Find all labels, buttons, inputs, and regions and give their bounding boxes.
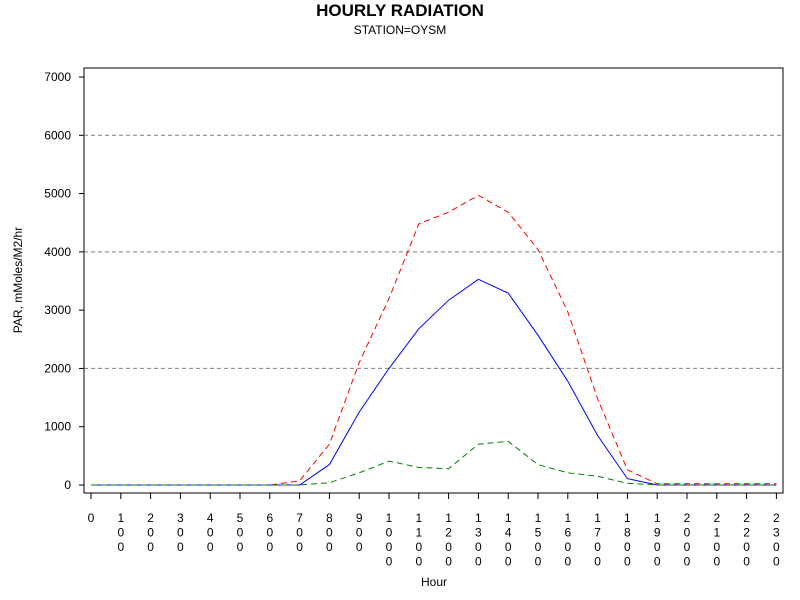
x-axis-label: Hour	[421, 575, 447, 589]
y-axis: 0 1000 2000 3000 4000 5000 6000 7000	[44, 70, 84, 492]
series-line-1	[91, 278, 777, 486]
y-tick-label: 3000	[44, 303, 71, 317]
y-tick-label: 6000	[44, 128, 71, 142]
plot-frame	[83, 67, 784, 494]
grid-lines	[84, 134, 783, 369]
chart-title: HOURLY RADIATION	[316, 1, 484, 20]
series-line-3	[91, 440, 777, 486]
y-tick-label: 1000	[44, 420, 71, 434]
y-tick-label: 0	[64, 478, 71, 492]
series-group	[91, 194, 777, 486]
x-axis: 0 1 0 0 2 0 0 3 0 0 4 0 0 5 0 0 6 0 0 7 0 0 8 0 0 9 0 0 1 0 0 0 1 1 0 0 1 2 0 0…	[88, 493, 780, 569]
y-tick-label: 2000	[44, 361, 71, 375]
series-line-2	[91, 194, 777, 486]
y-axis-label: PAR, mMoles/M2/hr	[11, 227, 25, 333]
y-tick-label: 5000	[44, 187, 71, 201]
y-tick-label: 4000	[44, 245, 71, 259]
y-tick-label: 7000	[44, 70, 71, 84]
x-tick-label: 0	[88, 511, 95, 525]
chart-subtitle: STATION=OYSM	[353, 23, 447, 37]
